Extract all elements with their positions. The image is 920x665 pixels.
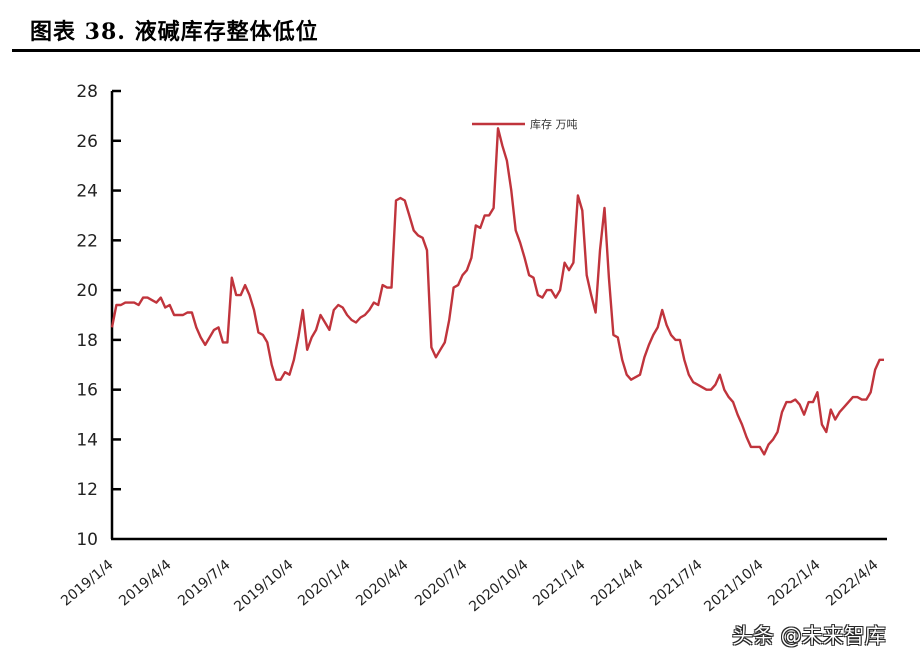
y-tick-label: 26 [76,132,98,152]
x-tick-label: 2019/4/4 [116,557,175,610]
y-tick-label: 24 [76,182,98,202]
x-axis: 2019/1/4 2019/4/4 2019/7/42019/10/42020/1/… [58,537,887,615]
y-tick-label: 18 [76,331,98,351]
title-divider [12,49,920,52]
x-tick-label: 2020/4/4 [353,557,412,610]
figure-title: 图表 38. 液碱库存整体低位 [30,19,319,45]
x-tick-label: 2021/4/4 [588,557,647,610]
y-axis: 10 12 14 16 18 20 22 24 26 28 [76,82,121,550]
x-tick-label: 2021/10/4 [701,557,766,615]
x-tick-label: 2022/4/4 [823,557,882,610]
x-tick-label: 2022/1/4 [765,557,824,610]
y-tick-label: 28 [76,82,98,102]
y-tick-label: 10 [76,530,98,550]
watermark: 头条 @未来智库 [732,624,886,648]
inventory-series-line [110,127,884,456]
x-tick-label: 2021/7/4 [647,557,706,610]
y-tick-label: 12 [76,480,98,500]
x-tick-label: 2019/10/4 [231,557,296,615]
y-tick-label: 22 [76,231,98,251]
y-tick-label: 16 [76,381,98,401]
x-tick-label: 2021/1/4 [530,557,589,610]
x-tick-label: 2020/10/4 [466,557,531,615]
x-tick-label: 2020/7/4 [412,557,471,610]
legend-label: 库存 万吨 [530,117,578,131]
legend: 库存 万吨 [472,117,578,131]
x-tick-label: 2019/7/4 [175,557,234,610]
x-tick-label: 2019/1/4 [58,557,117,610]
y-tick-label: 14 [76,430,98,450]
x-tick-label: 2020/1/4 [295,557,354,610]
y-tick-label: 20 [76,281,98,301]
